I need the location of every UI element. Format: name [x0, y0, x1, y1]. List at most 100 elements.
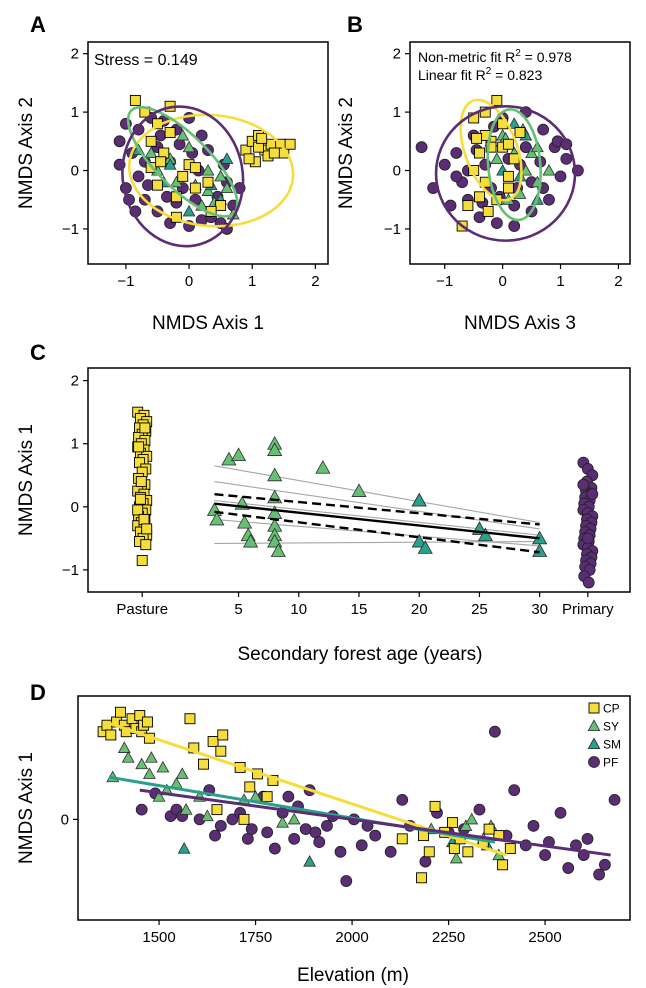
point-SY: [152, 790, 166, 802]
plot-frame: [77, 695, 631, 921]
point-PF: [384, 845, 397, 858]
point-CP: [129, 94, 141, 106]
a-ytick-label: −1: [62, 221, 79, 238]
point-PF: [161, 190, 173, 203]
c-xtick-label: 5: [234, 601, 242, 618]
point-PF: [288, 832, 301, 845]
legend-marker-SM: [587, 737, 601, 749]
point-SM: [163, 158, 177, 170]
point-CP: [446, 817, 458, 829]
legend-label-CP: CP: [603, 702, 620, 716]
point-SY: [144, 146, 158, 159]
plot-frame: [87, 41, 329, 265]
point-PF: [209, 829, 221, 842]
b-ytick-label: −1: [384, 221, 401, 238]
point-CP: [479, 106, 491, 118]
x-axis-title: Elevation (m): [297, 965, 409, 986]
point-CP: [482, 205, 494, 217]
point-PF: [562, 862, 575, 874]
point-CP: [416, 872, 428, 884]
point-PF: [419, 855, 432, 868]
point-PF: [438, 158, 451, 171]
point-SY: [465, 812, 479, 825]
point-SM: [303, 854, 317, 867]
point-SY: [182, 140, 196, 153]
random-slope-line: [214, 465, 540, 524]
point-SY: [525, 146, 539, 159]
point-CP: [215, 745, 227, 757]
point-CP: [261, 791, 273, 803]
plot-frame: [87, 367, 631, 593]
d-xtick-label: 2500: [528, 929, 561, 946]
point-SY: [214, 169, 228, 182]
c-xtick-label: 25: [471, 601, 488, 618]
d-ytick-label: 0: [61, 811, 69, 828]
point-CP: [256, 132, 268, 144]
legend-label-SM: SM: [603, 738, 621, 752]
point-PF: [142, 179, 154, 192]
b-xtick-label: 1: [556, 273, 564, 290]
panel-letter: C: [30, 340, 46, 365]
point-CP: [132, 504, 144, 516]
point-PF: [450, 170, 463, 183]
panel-a: A −1 0 1 2 −1 0 1 2 Stress = 0.149 NMDS Axis 1 NMDS…: [16, 12, 329, 334]
panel-letter: D: [30, 680, 46, 705]
nonmetric-fit-annotation: Non-metric fit R2 = 0.978: [418, 48, 572, 65]
stress-annotation: Stress = 0.149: [94, 52, 198, 69]
ellipse-CP: [459, 98, 523, 202]
b-xtick-label: 2: [614, 273, 622, 290]
point-CP: [491, 94, 503, 106]
a-ytick-label: 1: [71, 104, 79, 121]
ellipse-CP: [127, 113, 295, 228]
point-CP: [243, 153, 255, 165]
point-SY: [144, 751, 158, 763]
ellipse-PF: [121, 105, 245, 248]
point-PF: [508, 220, 521, 232]
point-PF: [543, 193, 555, 206]
point-CP: [184, 713, 196, 725]
point-PF: [581, 832, 594, 845]
point-CP: [152, 179, 163, 191]
d-xtick-label: 1500: [142, 929, 175, 946]
c-ytick-label: −1: [62, 562, 79, 579]
point-SY: [315, 459, 331, 474]
a-xtick-label: 0: [185, 273, 193, 290]
point-PF: [599, 858, 611, 871]
point-PF: [450, 147, 463, 159]
b-xtick-label: 0: [498, 273, 506, 290]
point-CP: [138, 513, 150, 525]
point-CP: [504, 843, 516, 855]
point-SY: [220, 181, 234, 194]
a-xtick-label: 1: [248, 273, 256, 290]
point-SY: [142, 767, 156, 779]
point-CP: [207, 735, 219, 747]
point-CP: [202, 176, 214, 188]
point-CP: [177, 170, 189, 182]
point-PF: [554, 170, 567, 183]
point-CP: [145, 135, 157, 147]
point-SY: [135, 757, 149, 770]
point-PF: [321, 819, 333, 832]
c-xtick-label: 10: [290, 601, 307, 618]
point-PF: [581, 532, 594, 545]
point-PF: [488, 725, 501, 738]
point-SM: [532, 543, 548, 557]
point-PF: [340, 875, 353, 887]
point-CP: [164, 127, 176, 139]
point-SY: [200, 809, 214, 822]
ellipse-PF: [434, 104, 577, 242]
point-SM: [411, 533, 427, 548]
a-ytick-label: 2: [71, 46, 79, 63]
point-PF: [593, 868, 606, 881]
point-CP: [502, 138, 514, 150]
point-SY: [351, 483, 367, 497]
point-SY: [519, 163, 533, 176]
point-SY: [490, 152, 504, 164]
point-PF: [582, 576, 595, 589]
point-PF: [577, 478, 590, 491]
point-SY: [459, 819, 473, 831]
a-xtick-label: −1: [117, 273, 134, 290]
point-CP: [238, 813, 250, 825]
point-PF: [537, 123, 550, 136]
ellipse-SY: [126, 105, 239, 218]
